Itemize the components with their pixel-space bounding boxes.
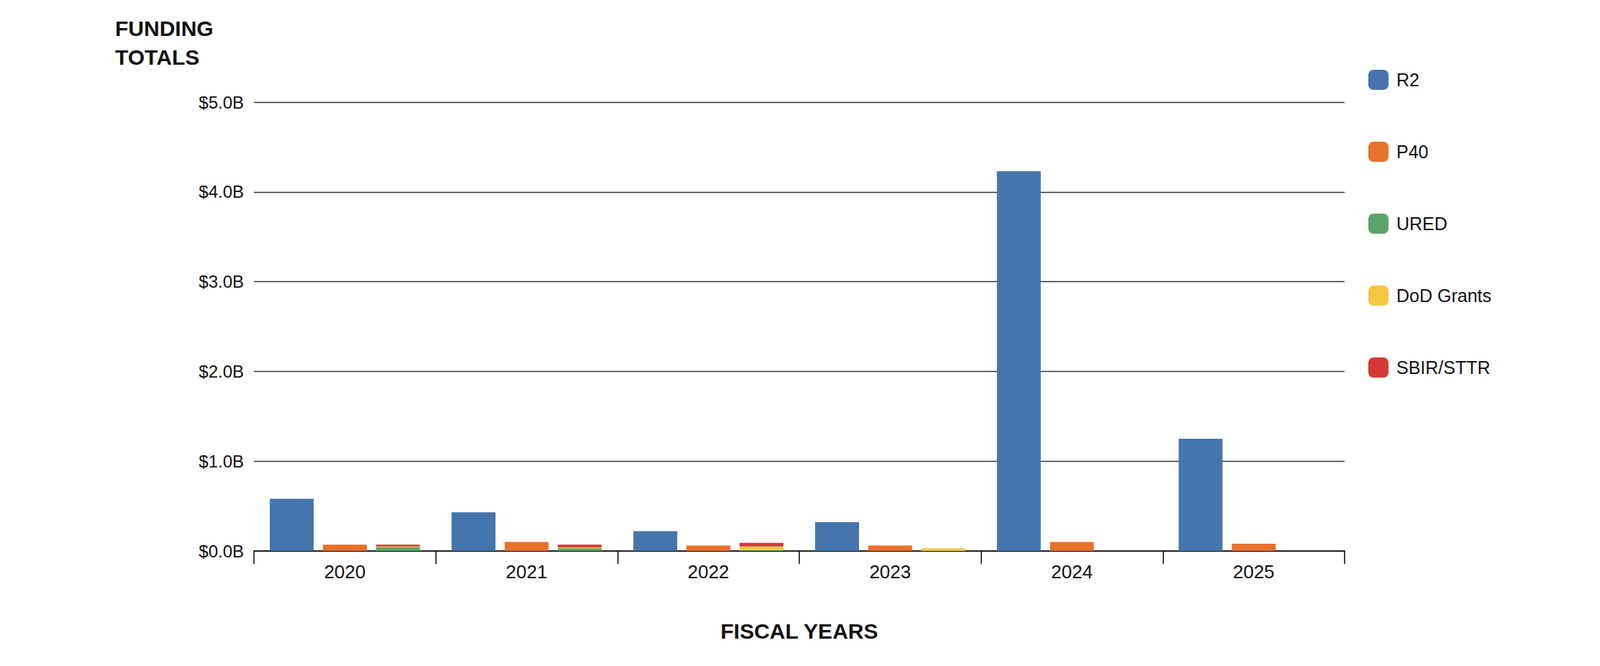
- svg-text:R2: R2: [1396, 69, 1420, 90]
- svg-text:2024: 2024: [1051, 561, 1093, 583]
- svg-text:DoD Grants: DoD Grants: [1396, 285, 1492, 306]
- svg-text:2025: 2025: [1233, 561, 1275, 583]
- svg-text:TOTALS: TOTALS: [115, 45, 200, 70]
- svg-text:2022: 2022: [687, 561, 730, 583]
- svg-text:2023: 2023: [869, 561, 911, 583]
- svg-text:$0.0B: $0.0B: [198, 541, 244, 562]
- svg-text:2021: 2021: [505, 561, 548, 583]
- svg-text:$1.0B: $1.0B: [198, 451, 244, 472]
- svg-text:2020: 2020: [323, 561, 366, 583]
- svg-text:P40: P40: [1396, 141, 1429, 162]
- svg-text:FUNDING: FUNDING: [115, 16, 220, 41]
- svg-text:FISCAL YEARS: FISCAL YEARS: [720, 619, 879, 644]
- svg-text:SBIR/STTR: SBIR/STTR: [1396, 357, 1491, 378]
- svg-text:$2.0B: $2.0B: [198, 361, 244, 382]
- svg-text:$4.0B: $4.0B: [198, 182, 244, 202]
- svg-text:$5.0B: $5.0B: [198, 92, 244, 113]
- svg-text:$3.0B: $3.0B: [198, 271, 244, 292]
- svg-text:URED: URED: [1396, 213, 1448, 234]
